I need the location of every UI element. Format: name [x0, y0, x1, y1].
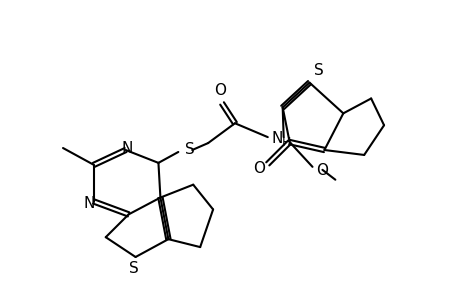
Text: S: S — [314, 63, 324, 78]
Text: N: N — [122, 140, 133, 155]
Text: H: H — [281, 136, 291, 148]
Text: N: N — [83, 196, 95, 211]
Text: N: N — [271, 130, 282, 146]
Text: S: S — [129, 261, 138, 276]
Text: O: O — [316, 163, 328, 178]
Text: O: O — [252, 161, 264, 176]
Text: S: S — [185, 142, 195, 158]
Text: O: O — [213, 83, 225, 98]
